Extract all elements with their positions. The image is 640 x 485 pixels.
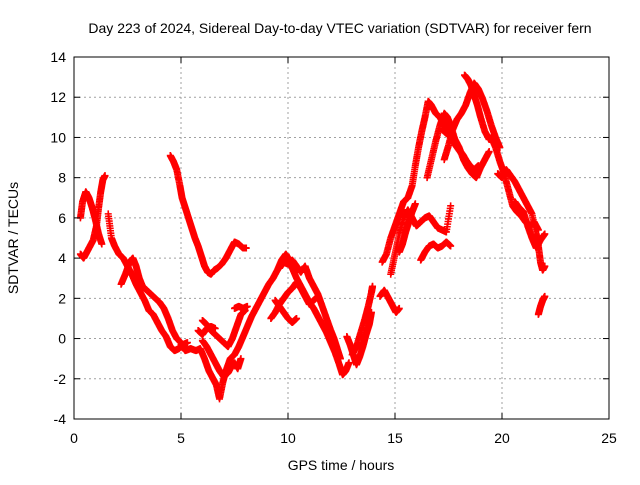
series-arc-23 [461, 71, 493, 143]
data-point [336, 355, 344, 363]
data-point [293, 314, 301, 322]
data-point [345, 359, 353, 367]
data-point [541, 262, 549, 270]
series-arc-17 [378, 97, 482, 266]
data-point [541, 230, 549, 238]
series-arc-15 [343, 308, 375, 369]
data-point [395, 304, 403, 312]
series-arc-18 [387, 202, 455, 278]
series-arc-27 [511, 198, 549, 252]
series-arc-28 [534, 292, 549, 318]
data-point [367, 308, 375, 316]
y-tick-label: 0 [58, 331, 66, 347]
series-arc-9 [194, 322, 219, 339]
x-tick-label: 15 [387, 430, 403, 446]
x-tick-label: 20 [494, 430, 510, 446]
series-arc-3 [104, 210, 191, 355]
y-axis-label: SDTVAR / TECUs [5, 182, 21, 294]
data-point [541, 292, 549, 300]
data-point [211, 325, 219, 332]
series-arc-5 [166, 152, 250, 278]
series-arc-19 [395, 200, 419, 256]
plot-frame [73, 56, 610, 420]
series-arc-24 [438, 125, 493, 182]
y-tick-label: 4 [58, 250, 66, 266]
axis-ticks: 0 5 10 15 20 25 -4 -2 0 2 4 6 8 10 12 14 [50, 49, 617, 446]
series-arc-4 [117, 254, 185, 347]
y-tick-label: 10 [50, 129, 66, 145]
data-point [101, 172, 109, 180]
data-point [369, 282, 377, 290]
chart-title: Day 223 of 2024, Sidereal Day-to-day VTE… [88, 20, 591, 36]
data-point [485, 148, 493, 156]
y-tick-label: -2 [54, 371, 67, 387]
series-arc-20 [417, 238, 455, 264]
y-tick-label: 6 [58, 210, 66, 226]
series-arc-2 [76, 172, 109, 262]
x-tick-label: 0 [70, 430, 78, 446]
x-tick-label: 10 [280, 430, 296, 446]
series-arc-7 [198, 337, 245, 381]
y-tick-label: -4 [54, 411, 67, 427]
data-point [411, 200, 419, 208]
y-tick-label: 8 [58, 170, 66, 186]
data-series-layer [76, 71, 549, 403]
data-point [447, 202, 455, 210]
series-arc-13 [271, 296, 301, 326]
data-point [243, 302, 251, 310]
data-point [237, 355, 245, 363]
series-arc-10 [231, 302, 251, 312]
data-point [242, 244, 250, 252]
y-tick-label: 2 [58, 290, 66, 306]
y-tick-label: 14 [50, 49, 66, 65]
data-point [183, 339, 191, 347]
data-point [447, 242, 455, 250]
x-tick-label: 25 [601, 430, 617, 446]
series-arc-12 [275, 256, 344, 363]
series-arc-16 [376, 286, 403, 316]
data-point [98, 240, 106, 248]
y-tick-label: 12 [50, 89, 66, 105]
x-axis-label: GPS time / hours [288, 457, 395, 473]
x-tick-label: 5 [177, 430, 185, 446]
